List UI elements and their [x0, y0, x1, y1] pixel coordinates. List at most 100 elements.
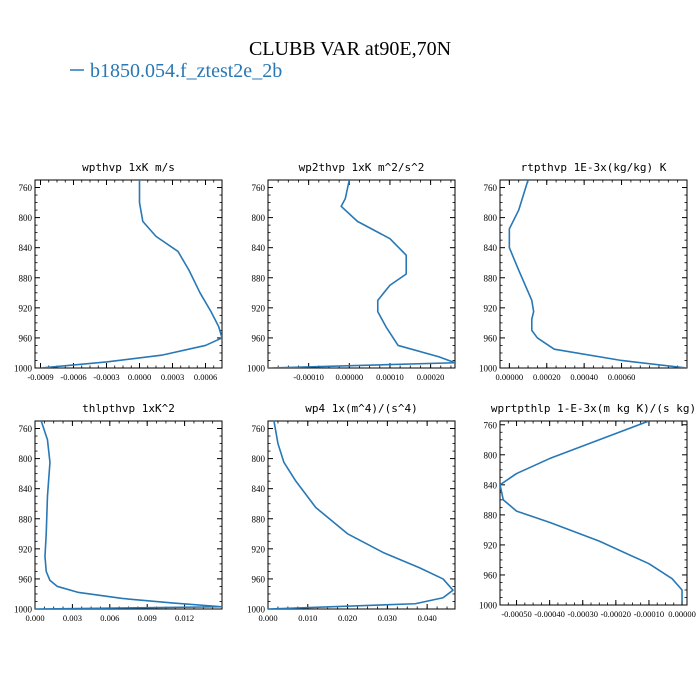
- y-tick-label: 800: [19, 454, 33, 464]
- chart-panel-6: wprtpthlp 1-E-3x(m kg K)/(s kg) 760 800 840…: [479, 402, 696, 619]
- y-tick-label: 760: [484, 183, 498, 193]
- x-tick-label: -0.00010: [634, 609, 664, 619]
- y-tick-label: 960: [19, 333, 33, 343]
- chart-panel-3: rtpthvp 1E-3x(kg/kg) K 760 800 840 880 920 960…: [479, 161, 688, 382]
- y-tick-label: 840: [252, 243, 266, 253]
- panel-title: wp4 1x(m^4)/(s^4): [305, 402, 418, 415]
- panel-title: wprtpthlp 1-E-3x(m kg K)/(s kg): [491, 402, 696, 415]
- y-tick-label: 960: [252, 333, 266, 343]
- y-tick-label: 800: [19, 213, 33, 223]
- x-tick-label: 0.003: [63, 613, 82, 623]
- x-tick-label: 0.00020: [417, 372, 445, 382]
- y-tick-label: 880: [252, 273, 266, 283]
- x-tick-label: 0.00040: [570, 372, 598, 382]
- plot-frame: [267, 179, 456, 369]
- y-tick-label: 880: [484, 510, 498, 520]
- y-tick-label: 800: [484, 450, 498, 460]
- y-tick-label: 760: [19, 424, 33, 434]
- plot-frame: [499, 179, 688, 369]
- series-line: [268, 421, 454, 609]
- x-tick-label: -0.00040: [534, 609, 564, 619]
- y-tick-label: 960: [252, 574, 266, 584]
- x-tick-label: 0.000: [258, 613, 277, 623]
- x-tick-label: -0.0003: [93, 372, 119, 382]
- y-tick-label: 760: [252, 424, 266, 434]
- y-tick-label: 920: [19, 544, 33, 554]
- x-tick-label: 0.0006: [194, 372, 217, 382]
- y-tick-label: 920: [252, 544, 266, 554]
- chart-panel-4: thlpthvp 1xK^276080084088092096010000.00…: [14, 402, 223, 623]
- x-tick-label: 0.012: [175, 613, 194, 623]
- plot-frame: [499, 420, 688, 606]
- y-tick-label: 880: [19, 514, 33, 524]
- x-tick-label: 0.006: [100, 613, 119, 623]
- x-tick-label: 0.00000: [335, 372, 363, 382]
- series-line: [268, 180, 455, 368]
- panel-title: thlpthvp 1xK^2: [82, 402, 175, 415]
- x-tick-label: -0.0009: [27, 372, 53, 382]
- x-tick-label: 0.0000: [128, 372, 151, 382]
- y-tick-label: 840: [252, 484, 266, 494]
- y-tick-label: 960: [484, 570, 498, 580]
- y-tick-label: 760: [252, 183, 266, 193]
- panel-title: wp2thvp 1xK m^2/s^2: [299, 161, 425, 174]
- y-tick-label: 840: [484, 480, 498, 490]
- x-tick-label: 0.0003: [161, 372, 184, 382]
- x-tick-label: 0.00060: [608, 372, 636, 382]
- y-tick-label: 840: [484, 243, 498, 253]
- x-tick-label: -0.00020: [601, 609, 631, 619]
- y-tick-label: 1000: [247, 605, 266, 615]
- figure-title: CLUBB VAR at90E,70N: [249, 38, 451, 60]
- panels: wpthvp 1xK m/s7608008408809209601000-0.0…: [14, 161, 696, 623]
- y-tick-label: 840: [19, 484, 33, 494]
- plot-frame: [34, 420, 223, 610]
- x-tick-label: 0.030: [378, 613, 397, 623]
- y-tick-label: 880: [252, 514, 266, 524]
- plot-frame: [267, 420, 456, 610]
- x-tick-label: 0.020: [338, 613, 357, 623]
- y-tick-label: 920: [484, 303, 498, 313]
- x-tick-label: 0.00020: [533, 372, 561, 382]
- x-tick-label: 0.00000: [668, 609, 696, 619]
- series-line: [40, 180, 222, 368]
- plot-frame: [34, 179, 223, 369]
- y-tick-label: 960: [19, 574, 33, 584]
- y-tick-label: 1000: [247, 364, 266, 374]
- y-tick-label: 880: [484, 273, 498, 283]
- y-tick-label: 920: [252, 303, 266, 313]
- y-tick-label: 800: [252, 213, 266, 223]
- y-tick-label: 920: [19, 303, 33, 313]
- y-tick-label: 1000: [479, 601, 498, 611]
- y-tick-label: 1000: [479, 364, 498, 374]
- chart-panel-1: wpthvp 1xK m/s7608008408809209601000-0.0…: [14, 161, 223, 382]
- x-tick-label: -0.0006: [60, 372, 86, 382]
- legend: b1850.054.f_ztest2e_2b: [70, 60, 282, 82]
- legend-label: b1850.054.f_ztest2e_2b: [90, 60, 282, 82]
- x-tick-label: -0.00010: [293, 372, 323, 382]
- y-tick-label: 880: [19, 273, 33, 283]
- x-tick-label: 0.040: [418, 613, 437, 623]
- chart-panel-5: wp4 1x(m^4)/(s^4)76080084088092096010000…: [247, 402, 456, 623]
- series-line: [508, 180, 687, 368]
- y-tick-label: 1000: [14, 364, 33, 374]
- x-tick-label: -0.00050: [501, 609, 531, 619]
- x-tick-label: 0.000: [25, 613, 44, 623]
- series-line: [35, 421, 222, 609]
- y-tick-label: 800: [484, 213, 498, 223]
- chart-panel-2: wp2thvp 1xK m^2/s^2 760 800 840 880 920 960 100…: [247, 161, 456, 382]
- series-line: [500, 421, 683, 602]
- panel-title: wpthvp 1xK m/s: [82, 161, 175, 174]
- x-tick-label: 0.009: [138, 613, 157, 623]
- y-tick-label: 760: [484, 420, 498, 430]
- x-tick-label: 0.010: [298, 613, 317, 623]
- y-tick-label: 1000: [14, 605, 33, 615]
- y-tick-label: 840: [19, 243, 33, 253]
- y-tick-label: 920: [484, 540, 498, 550]
- y-tick-label: 760: [19, 183, 33, 193]
- x-tick-label: 0.00010: [376, 372, 404, 382]
- panel-title: rtpthvp 1E-3x(kg/kg) K: [521, 161, 667, 174]
- y-tick-label: 960: [484, 333, 498, 343]
- y-tick-label: 800: [252, 454, 266, 464]
- x-tick-label: 0.00000: [496, 372, 524, 382]
